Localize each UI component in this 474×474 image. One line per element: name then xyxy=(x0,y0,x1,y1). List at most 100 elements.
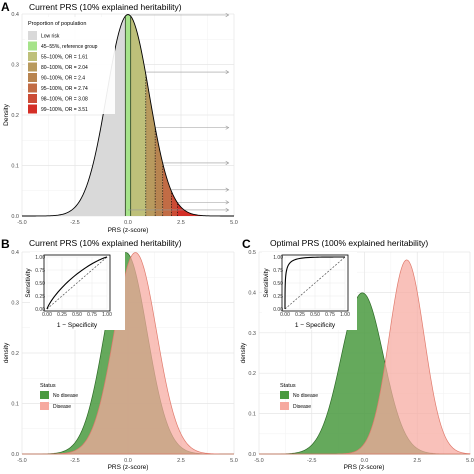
panel-c-inset-grid xyxy=(284,256,346,310)
legend-label: 90–100%, OR = 2.4 xyxy=(41,76,85,82)
legend-swatch xyxy=(28,41,37,51)
panel-b-legend-swatch-disease xyxy=(40,402,49,410)
panel-c-legend-no-disease: No disease xyxy=(293,393,318,399)
x-tick-label: -2.5 xyxy=(70,220,79,226)
panel-c-inset-diagonal xyxy=(284,256,346,310)
panel-a-y-ticks: 0.0 0.1 0.2 0.3 0.4 xyxy=(11,12,19,220)
arrow-head xyxy=(225,187,230,192)
panel-a-legend: Proportion of population Low risk 45–55%,… xyxy=(25,17,115,114)
legend-label: 95–100%, OR = 2.74 xyxy=(41,86,88,92)
panel-b-inset-y-label: Sensitivity xyxy=(25,268,32,298)
panel-b-y-axis-label: density xyxy=(3,342,10,363)
panel-b-x-ticks: -5.0 -2.5 0.0 2.5 5.0 xyxy=(17,458,238,464)
inset-y-tick: 0.50 xyxy=(273,281,283,287)
legend-swatch xyxy=(28,73,37,82)
panel-b-legend-title: Status xyxy=(40,383,56,389)
panel-c-legend: Status No disease Disease xyxy=(280,383,318,410)
panel-b-y-ticks: 0.0 0.1 0.2 0.3 0.4 xyxy=(11,250,19,458)
inset-x-tick: 0.75 xyxy=(87,312,97,318)
panel-b-disease-density xyxy=(22,252,235,455)
panel-b-x-axis-label: PRS (z-score) xyxy=(108,464,149,471)
panel-b-legend: Status No disease Disease xyxy=(40,383,78,410)
legend-label: 98–100%, OR = 3.08 xyxy=(41,97,88,103)
panel-a-legend-title: Proportion of population xyxy=(28,21,86,27)
arrow-head xyxy=(225,125,230,130)
y-tick-label: 0.2 xyxy=(11,113,19,119)
y-tick-label: 0.0 xyxy=(248,452,256,458)
x-tick-label: -5.0 xyxy=(254,458,263,464)
x-tick-label: -5.0 xyxy=(17,220,26,226)
x-tick-label: 5.0 xyxy=(466,458,474,464)
y-tick-label: 0.0 xyxy=(11,214,19,220)
inset-x-tick: 0.00 xyxy=(280,312,290,318)
x-tick-label: 0.0 xyxy=(124,458,132,464)
inset-y-tick: 0.25 xyxy=(35,294,45,300)
legend-swatch xyxy=(28,83,37,93)
panel-c-roc-inset: 0.00 0.25 0.50 0.75 1.00 0.00 0.25 0.50 0.75 1.0… xyxy=(262,252,357,330)
panel-a-density-shading xyxy=(22,14,234,217)
density-band-3 xyxy=(145,74,156,217)
inset-y-tick: 1.00 xyxy=(35,255,45,261)
x-tick-label: 5.0 xyxy=(230,458,238,464)
inset-x-tick: 0.75 xyxy=(325,312,335,318)
panel-a-density-curve xyxy=(22,14,234,217)
legend-swatch xyxy=(28,62,37,72)
panel-b-label: B xyxy=(1,237,10,251)
density-band-5 xyxy=(162,163,172,216)
panel-c-legend-disease: Disease xyxy=(293,404,311,410)
inset-x-tick: 1.00 xyxy=(102,312,112,318)
panel-c-label: C xyxy=(242,237,251,251)
panel-a-title: Current PRS (10% explained heritability) xyxy=(29,2,182,12)
panel-b-inset-x-ticks: 0.00 0.25 0.50 0.75 1.00 xyxy=(42,312,112,318)
y-tick-label: 0.4 xyxy=(11,250,19,256)
inset-x-tick: 0.00 xyxy=(42,312,52,318)
panel-c-inset-y-label: Sensitivity xyxy=(263,268,270,298)
y-tick-label: 0.3 xyxy=(11,301,19,307)
panel-a-label: A xyxy=(1,0,10,14)
y-tick-label: 0.2 xyxy=(248,371,256,377)
y-tick-label: 0.4 xyxy=(248,290,256,296)
x-tick-label: 5.0 xyxy=(230,220,238,226)
legend-swatch xyxy=(28,94,37,103)
panel-a-arrows xyxy=(128,12,230,212)
legend-swatch xyxy=(28,31,37,40)
inset-x-tick: 1.00 xyxy=(340,312,350,318)
inset-y-tick: 0.00 xyxy=(273,307,283,313)
panel-c-disease-density xyxy=(259,259,471,455)
legend-label: 55–100%, OR = 1.61 xyxy=(41,55,88,61)
arrow-head xyxy=(225,160,230,166)
arrow-head xyxy=(225,200,230,205)
panel-c-inset-roc-curve xyxy=(284,256,345,309)
panel-a-percentile-lines xyxy=(124,16,178,216)
arrow-head xyxy=(225,70,230,75)
panel-a-legend-items: Low risk 45–55%, reference group 55–100%, … xyxy=(28,31,98,114)
legend-label: Low risk xyxy=(41,34,60,40)
x-tick-label: -2.5 xyxy=(70,458,79,464)
density-band-7 xyxy=(177,202,234,216)
panel-c-legend-swatch-no-disease xyxy=(280,391,289,399)
inset-y-tick: 0.00 xyxy=(35,307,45,313)
inset-x-tick: 0.50 xyxy=(310,312,320,318)
x-tick-label: -5.0 xyxy=(17,458,26,464)
density-band-1 xyxy=(125,14,131,217)
x-tick-label: -2.5 xyxy=(307,458,316,464)
panel-a-y-axis-label: Density xyxy=(3,103,10,125)
y-tick-label: 0.2 xyxy=(11,351,19,357)
panel-b-legend-no-disease: No disease xyxy=(53,393,78,399)
panel-b: B Current PRS (10% explained heritabilit… xyxy=(1,237,238,471)
x-tick-label: 0.0 xyxy=(124,220,132,226)
inset-x-tick: 0.25 xyxy=(295,312,305,318)
y-tick-label: 0.4 xyxy=(11,12,19,18)
panel-c-inset-x-ticks: 0.00 0.25 0.50 0.75 1.00 xyxy=(280,312,350,318)
x-tick-label: 2.5 xyxy=(177,220,185,226)
y-tick-label: 0.1 xyxy=(248,412,256,418)
panel-c-title: Optimal PRS (100% explained heritability… xyxy=(270,238,428,248)
y-tick-label: 0.5 xyxy=(248,250,256,256)
y-tick-label: 0.0 xyxy=(11,452,19,458)
inset-y-tick: 0.75 xyxy=(273,268,283,274)
panel-c-legend-swatch-disease xyxy=(280,402,289,410)
y-tick-label: 0.3 xyxy=(11,63,19,69)
panel-b-legend-swatch-no-disease xyxy=(40,391,49,399)
panel-b-inset-y-ticks: 0.00 0.25 0.50 0.75 1.00 xyxy=(35,255,45,313)
panel-b-inset-roc-curve xyxy=(46,256,108,310)
